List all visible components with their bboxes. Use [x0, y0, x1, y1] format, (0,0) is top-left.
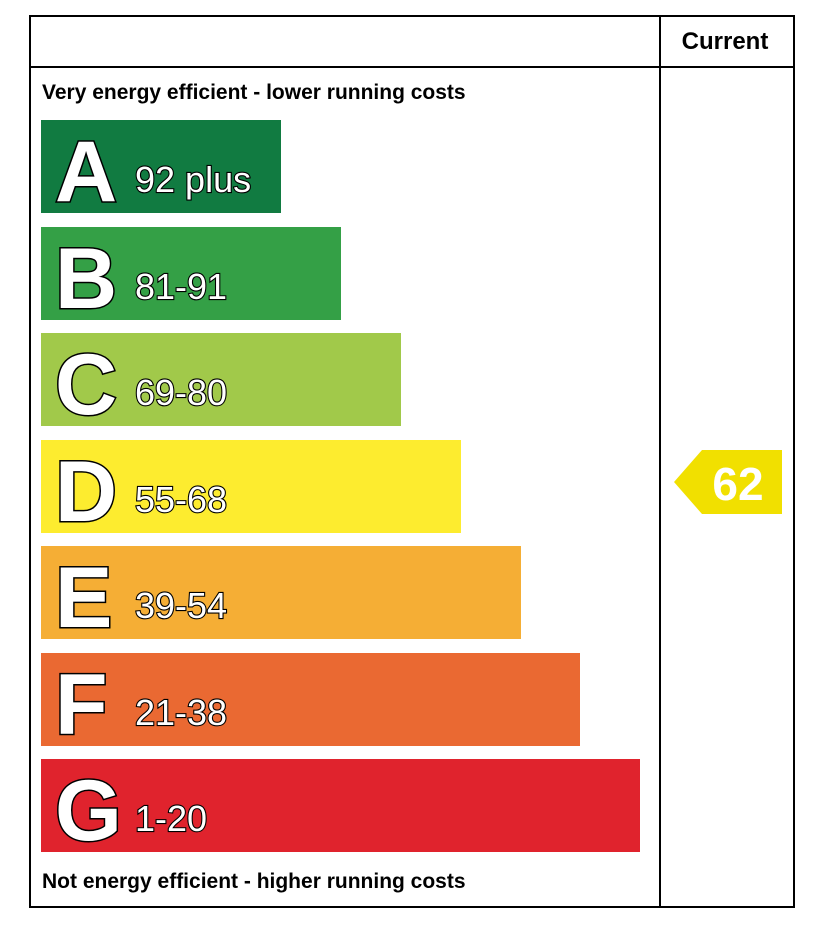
- band-letter: E: [55, 550, 112, 646]
- band-range: 81-91: [135, 266, 227, 307]
- current-rating-arrow: 62: [674, 450, 782, 514]
- band-bar: [41, 546, 521, 639]
- band-range: 39-54: [135, 585, 227, 626]
- band-e: E 39-54: [41, 546, 521, 648]
- band-range: 69-80: [135, 372, 227, 413]
- band-letter: D: [55, 444, 117, 540]
- band-b: B 81-91: [41, 227, 341, 329]
- band-letter: F: [55, 657, 108, 753]
- current-rating-value: 62: [712, 458, 763, 510]
- band-range: 21-38: [135, 692, 227, 733]
- current-arrow-shape: [674, 450, 782, 514]
- current-column-header: Current: [682, 28, 769, 55]
- band-letter: B: [55, 231, 117, 327]
- band-g: G 1-20: [41, 759, 640, 861]
- bottom-caption: Not energy efficient - higher running co…: [42, 870, 466, 893]
- band-range: 1-20: [135, 798, 207, 839]
- band-c: C 69-80: [41, 333, 401, 435]
- band-range: 55-68: [135, 479, 227, 520]
- band-bar: [41, 333, 401, 426]
- band-bar: [41, 440, 461, 533]
- outer-border: [29, 15, 795, 908]
- band-f: F 21-38: [41, 653, 580, 755]
- band-d: D 55-68: [41, 440, 461, 542]
- band-letter: G: [55, 763, 122, 859]
- band-bar: [41, 759, 640, 852]
- band-letter: C: [55, 337, 117, 433]
- band-letter: A: [55, 124, 117, 220]
- band-bar: [41, 227, 341, 320]
- band-bar: [41, 120, 281, 213]
- top-caption: Very energy efficient - lower running co…: [42, 81, 466, 104]
- band-range: 92 plus: [135, 159, 251, 200]
- band-bar: [41, 653, 580, 746]
- band-a: A 92 plus: [41, 120, 281, 222]
